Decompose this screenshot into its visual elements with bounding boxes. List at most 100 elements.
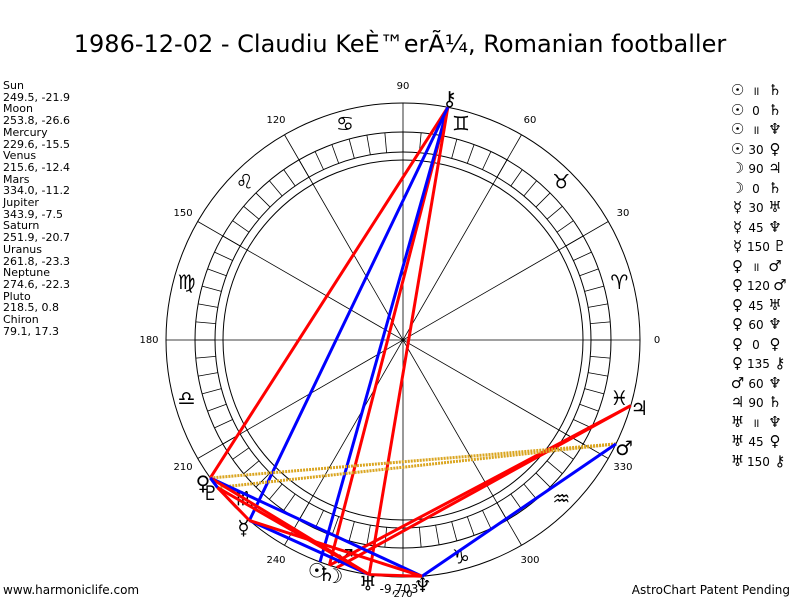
degree-tick — [348, 138, 355, 159]
aspect-planet-b-icon: ♃ — [768, 159, 782, 177]
aspect-planet-b-icon: ♆ — [768, 373, 782, 392]
degree-tick — [222, 235, 241, 247]
aspect-line — [217, 442, 617, 490]
degree-tick — [565, 433, 584, 445]
aspect-planet-b-icon: ♄ — [768, 100, 782, 119]
aspect-row: ☿ 150 ♇ — [728, 237, 800, 257]
degree-tick — [573, 251, 592, 261]
chart-title: 1986-12-02 - Claudiu KeÈ™erÃ¼, Romanian … — [73, 30, 727, 58]
zodiac-sign-icon: ♉ — [552, 170, 570, 194]
aspect-planet-b-icon: ♆ — [768, 217, 782, 236]
aspect-value: ॥ — [752, 415, 760, 430]
aspect-row: ♀ 60 ♆ — [728, 315, 800, 335]
aspect-planet-b-icon: ♂ — [768, 256, 782, 275]
degree-tick — [195, 321, 216, 325]
planet-glyph-icon: ♅ — [359, 571, 377, 595]
planet-glyph-icon: ♆ — [414, 573, 432, 597]
degree-tick — [366, 525, 371, 545]
degree-tick — [496, 502, 508, 521]
degree-tick — [565, 235, 584, 247]
aspect-value: 60 — [748, 376, 764, 391]
aspect-row: ♀ ॥ ♂ — [728, 257, 800, 277]
aspect-line — [216, 486, 370, 576]
degree-label: 60 — [524, 115, 537, 126]
degree-label: 330 — [613, 462, 632, 473]
degree-tick — [214, 251, 233, 261]
planet-name: Saturn — [3, 219, 40, 233]
aspect-line — [248, 106, 450, 522]
degree-tick — [451, 138, 458, 159]
planet-position: 253.8, -26.6 — [3, 114, 70, 128]
aspect-line — [209, 477, 219, 489]
aspect-planet-b-icon: ♅ — [768, 198, 782, 216]
aspect-row: ☉ ॥ ♄ — [728, 81, 800, 101]
planet-glyph-icon: ♂ — [615, 436, 633, 460]
aspect-row: ☉ 30 ♀ — [728, 140, 800, 160]
aspect-planet-a-icon: ♃ — [730, 393, 745, 411]
zodiac-sign-icon: ♋ — [336, 112, 354, 136]
planet-name: Neptune — [3, 266, 51, 280]
degree-tick — [298, 159, 310, 178]
aspect-value: 90 — [748, 162, 764, 176]
planet-positions-list: Sun 249.5, -21.9 Moon 253.8, -26.6 Mercury 22… — [3, 80, 133, 337]
planet-position: 343.9, -7.5 — [3, 207, 63, 221]
aspect-value: 150 — [747, 240, 770, 254]
degree-tick — [298, 502, 310, 521]
aspect-value: 45 — [748, 435, 764, 449]
aspect-value: 45 — [748, 298, 764, 313]
degree-tick — [214, 419, 233, 429]
aspect-value: 90 — [748, 396, 764, 410]
aspect-row: ♀ 120 ♂ — [728, 276, 800, 296]
degree-tick — [283, 169, 296, 187]
aspect-planet-a-icon: ♀ — [732, 315, 743, 333]
aspect-planet-a-icon: ♀ — [732, 256, 743, 275]
aspect-value: 45 — [748, 220, 764, 235]
aspect-planet-a-icon: ☿ — [732, 237, 743, 255]
degree-tick — [331, 516, 340, 536]
degree-tick — [546, 205, 563, 220]
planet-glyph-icon: ♀ — [196, 471, 211, 495]
degree-label: 30 — [617, 208, 630, 219]
degree-tick — [510, 169, 523, 187]
planet-name: Mercury — [3, 125, 48, 139]
degree-tick — [255, 192, 271, 208]
planet-name: Moon — [3, 102, 33, 116]
aspect-line — [209, 476, 423, 578]
aspect-planet-a-icon: ☽ — [730, 159, 745, 177]
aspect-line — [369, 573, 423, 578]
aspect-line — [210, 442, 617, 480]
aspect-row: ♀ 0 ♀ — [728, 335, 800, 355]
degree-tick — [243, 460, 260, 475]
aspect-lines — [209, 106, 632, 578]
aspect-row: ☿ 30 ♅ — [728, 198, 800, 218]
planet-position: 261.8, -23.3 — [3, 254, 70, 268]
degree-tick — [579, 268, 599, 277]
zodiac-sign-icon: ♓ — [610, 386, 628, 410]
degree-tick — [435, 525, 440, 545]
degree-label: 120 — [266, 115, 285, 126]
degree-tick — [590, 355, 611, 359]
aspect-planet-a-icon: ☿ — [732, 198, 743, 216]
degree-tick — [556, 447, 574, 460]
degree-tick — [556, 220, 574, 233]
degree-tick — [588, 372, 608, 377]
aspect-planet-a-icon: ♅ — [730, 432, 745, 450]
zodiac-sign-icon: ♈ — [610, 270, 628, 294]
degree-tick — [198, 303, 218, 308]
degree-tick — [482, 510, 492, 529]
planet-position: 274.6, -22.3 — [3, 277, 70, 291]
aspect-planet-a-icon: ♂ — [730, 373, 745, 392]
degree-tick — [466, 144, 475, 164]
planet-name: Chiron — [3, 313, 39, 327]
planet-glyph-icon: ♇ — [202, 481, 220, 505]
zodiac-sign-icon: ♎ — [178, 386, 196, 410]
planet-glyph-icon: ☽ — [325, 564, 343, 588]
aspect-value: 30 — [748, 142, 764, 157]
degree-tick — [546, 460, 563, 475]
aspect-planet-a-icon: ♀ — [732, 276, 743, 294]
degree-tick — [466, 516, 475, 536]
planet-position: 334.0, -11.2 — [3, 184, 70, 198]
planet-name: Jupiter — [3, 196, 39, 210]
degree-label: 90 — [397, 81, 410, 92]
